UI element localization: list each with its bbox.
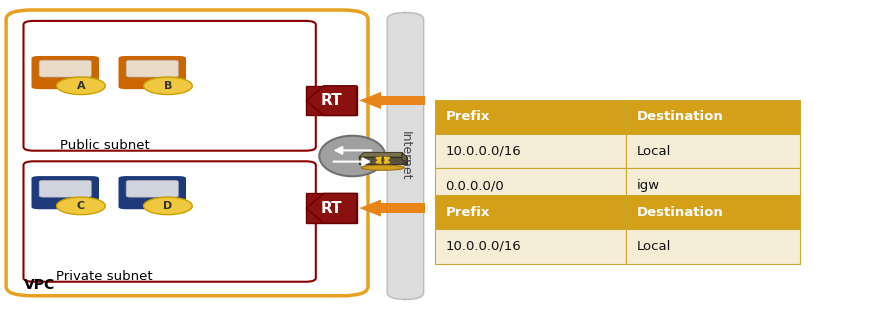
Text: 0.0.0.0/0: 0.0.0.0/0 bbox=[445, 179, 504, 192]
Ellipse shape bbox=[361, 165, 404, 170]
Polygon shape bbox=[359, 200, 381, 217]
FancyBboxPatch shape bbox=[126, 180, 178, 197]
Circle shape bbox=[56, 197, 105, 215]
Bar bbox=[626, 195, 799, 229]
Text: Public subnet: Public subnet bbox=[59, 139, 149, 152]
FancyBboxPatch shape bbox=[39, 60, 91, 77]
Bar bbox=[434, 229, 626, 264]
Text: VPC: VPC bbox=[24, 278, 56, 292]
Bar bbox=[434, 168, 626, 203]
Circle shape bbox=[56, 77, 105, 95]
FancyBboxPatch shape bbox=[6, 10, 368, 296]
Text: Destination: Destination bbox=[636, 206, 723, 219]
Text: Local: Local bbox=[636, 145, 671, 158]
Text: RT: RT bbox=[321, 93, 342, 108]
Bar bbox=[626, 134, 799, 168]
FancyBboxPatch shape bbox=[30, 175, 100, 210]
Polygon shape bbox=[359, 157, 407, 164]
Bar bbox=[434, 134, 626, 168]
Text: Internet: Internet bbox=[399, 131, 411, 181]
Text: Prefix: Prefix bbox=[445, 206, 489, 219]
FancyBboxPatch shape bbox=[30, 55, 100, 90]
FancyBboxPatch shape bbox=[23, 161, 315, 282]
Text: Local: Local bbox=[636, 240, 671, 253]
Bar bbox=[434, 100, 626, 134]
Bar bbox=[306, 86, 356, 115]
Text: 10.0.0.0/16: 10.0.0.0/16 bbox=[445, 145, 521, 158]
Bar bbox=[381, 203, 424, 213]
Circle shape bbox=[143, 197, 192, 215]
Text: Private subnet: Private subnet bbox=[56, 270, 153, 283]
Bar bbox=[434, 195, 626, 229]
FancyBboxPatch shape bbox=[117, 175, 187, 210]
Bar bbox=[306, 193, 356, 223]
Polygon shape bbox=[359, 153, 407, 157]
Text: C: C bbox=[76, 201, 85, 211]
Polygon shape bbox=[306, 86, 356, 115]
Text: A: A bbox=[76, 81, 85, 91]
Text: B: B bbox=[163, 81, 172, 91]
Text: igw: igw bbox=[636, 179, 660, 192]
Polygon shape bbox=[359, 92, 381, 109]
FancyBboxPatch shape bbox=[387, 12, 423, 300]
Text: 10.0.0.0/16: 10.0.0.0/16 bbox=[445, 240, 521, 253]
FancyBboxPatch shape bbox=[117, 55, 187, 90]
Text: D: D bbox=[163, 201, 172, 211]
FancyBboxPatch shape bbox=[39, 180, 91, 197]
FancyBboxPatch shape bbox=[23, 21, 315, 151]
Bar bbox=[381, 96, 424, 105]
Polygon shape bbox=[306, 193, 356, 223]
Bar bbox=[626, 168, 799, 203]
Text: Prefix: Prefix bbox=[445, 110, 489, 124]
Polygon shape bbox=[401, 153, 407, 164]
Text: RT: RT bbox=[321, 201, 342, 216]
Ellipse shape bbox=[319, 136, 385, 176]
FancyBboxPatch shape bbox=[126, 60, 178, 77]
Bar bbox=[626, 100, 799, 134]
Bar bbox=[626, 229, 799, 264]
Circle shape bbox=[143, 77, 192, 95]
Text: Destination: Destination bbox=[636, 110, 723, 124]
